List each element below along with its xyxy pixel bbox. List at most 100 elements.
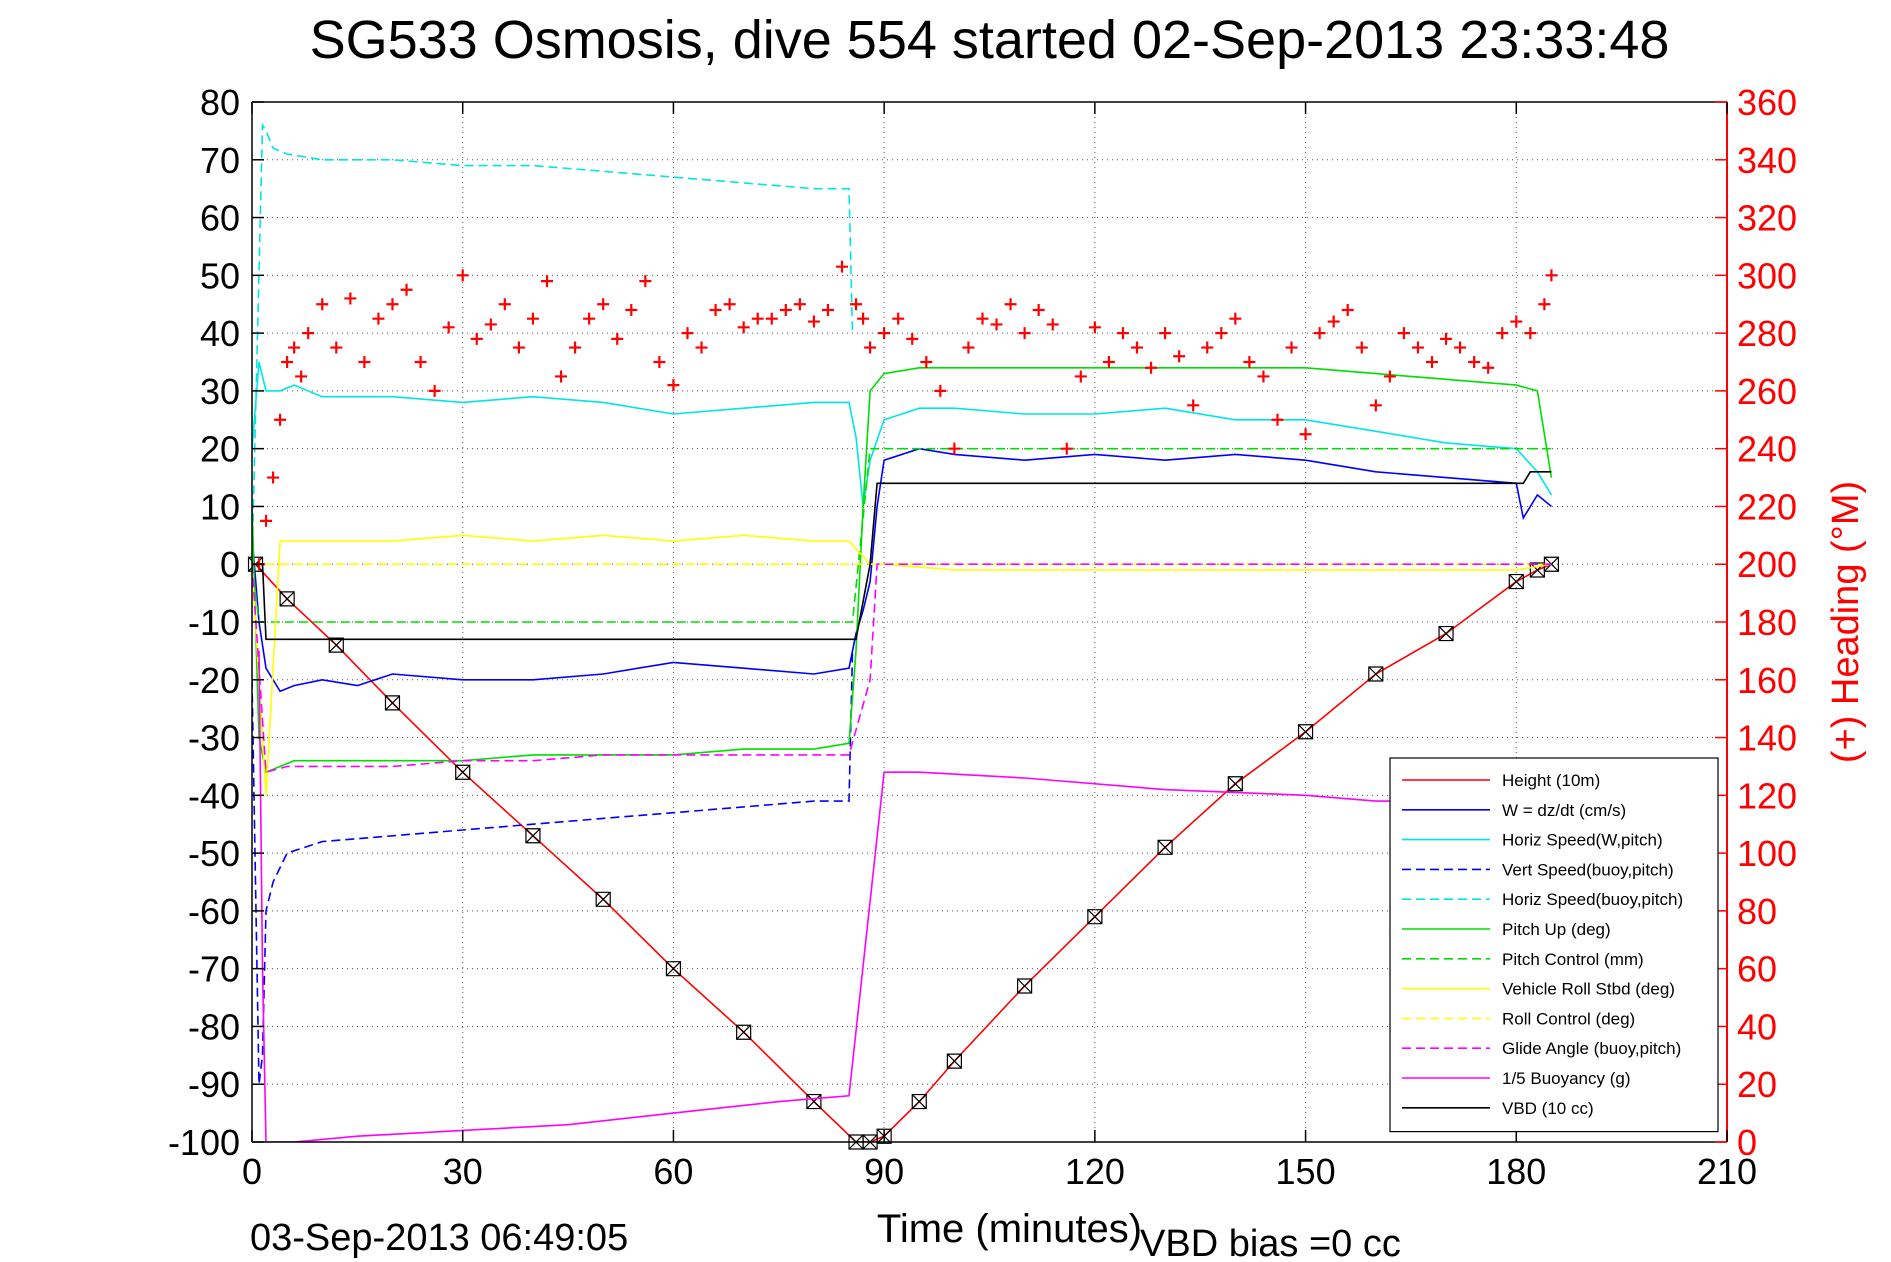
y2-tick-label: 240 bbox=[1737, 429, 1797, 470]
legend-entry: Horiz Speed(buoy,pitch) bbox=[1502, 890, 1683, 909]
heading-point bbox=[667, 379, 680, 392]
y2-tick-label: 160 bbox=[1737, 660, 1797, 701]
heading-point bbox=[1159, 327, 1172, 340]
heading-point bbox=[821, 304, 834, 316]
heading-point bbox=[512, 341, 525, 354]
y2-tick-label: 180 bbox=[1737, 602, 1797, 643]
x-tick-label: 120 bbox=[1065, 1151, 1125, 1192]
y2-tick-label: 220 bbox=[1737, 486, 1797, 527]
heading-point bbox=[765, 312, 778, 325]
heading-point bbox=[920, 356, 933, 368]
y-tick-label: 10 bbox=[200, 486, 240, 527]
heading-point bbox=[864, 341, 877, 354]
x-tick-label: 150 bbox=[1276, 1151, 1336, 1192]
series-horiz-speed-buoy-pitch bbox=[252, 122, 854, 565]
y-tick-label: -10 bbox=[188, 602, 240, 643]
heading-point bbox=[358, 356, 371, 368]
height-marker bbox=[279, 591, 295, 607]
heading-point bbox=[836, 260, 848, 273]
series-vehicle-roll-stbd-deg bbox=[252, 534, 1552, 796]
heading-point bbox=[1018, 327, 1031, 340]
x-tick-label: 30 bbox=[443, 1151, 483, 1192]
heading-point bbox=[1510, 315, 1523, 328]
heading-point bbox=[1341, 304, 1354, 316]
series-w-dz-dt-cm-s bbox=[252, 447, 1552, 693]
legend-entry: W = dz/dt (cm/s) bbox=[1502, 801, 1626, 820]
legend-entry: VBD (10 cc) bbox=[1502, 1099, 1594, 1118]
heading-point bbox=[990, 318, 1003, 331]
series-glide-angle-buoy-pitch bbox=[252, 563, 1552, 774]
legend-entry: Horiz Speed(W,pitch) bbox=[1502, 831, 1663, 850]
heading-point bbox=[1299, 428, 1312, 441]
y2-tick-label: 120 bbox=[1737, 775, 1797, 816]
heading-point bbox=[1454, 341, 1467, 354]
height-marker bbox=[911, 1093, 927, 1110]
heading-point bbox=[1243, 356, 1256, 368]
y-tick-label: -50 bbox=[188, 833, 240, 874]
heading-point bbox=[1271, 413, 1284, 426]
height-marker bbox=[1087, 909, 1103, 925]
heading-point bbox=[414, 356, 427, 368]
y2-tick-label: 320 bbox=[1737, 198, 1797, 239]
vbd-bias-label: VBD bias =0 cc bbox=[1140, 1223, 1401, 1262]
height-marker bbox=[946, 1053, 962, 1069]
heading-point bbox=[1411, 341, 1424, 354]
heading-point bbox=[555, 370, 568, 383]
y-tick-label: 0 bbox=[220, 544, 240, 585]
heading-point bbox=[1201, 341, 1214, 354]
heading-point bbox=[1257, 370, 1270, 383]
end-time-label: 03-Sep-2013 06:49:05 bbox=[250, 1217, 628, 1259]
heading-point bbox=[442, 321, 455, 334]
heading-point bbox=[569, 341, 582, 354]
heading-point bbox=[386, 298, 399, 311]
series-pitch-up-deg bbox=[252, 367, 1553, 774]
heading-point bbox=[723, 298, 736, 311]
heading-point bbox=[1426, 356, 1438, 368]
y-tick-label: -60 bbox=[188, 891, 240, 932]
heading-point bbox=[1060, 442, 1073, 455]
series-pitch-control-mm bbox=[252, 447, 1552, 623]
heading-point bbox=[709, 304, 722, 316]
heading-point bbox=[857, 312, 870, 325]
heading-point bbox=[906, 332, 919, 345]
heading-point bbox=[1496, 327, 1509, 340]
heading-point bbox=[541, 275, 553, 288]
height-marker bbox=[806, 1093, 822, 1110]
heading-point bbox=[484, 318, 497, 331]
y2-tick-label: 20 bbox=[1737, 1064, 1777, 1105]
heading-point bbox=[1116, 327, 1129, 340]
heading-point bbox=[260, 514, 273, 527]
heading-point bbox=[695, 341, 708, 354]
heading-point bbox=[597, 298, 610, 311]
y2-tick-label: 100 bbox=[1737, 833, 1797, 874]
heading-point bbox=[1173, 350, 1186, 363]
legend-entry: 1/5 Buoyancy (g) bbox=[1502, 1069, 1631, 1088]
heading-point bbox=[1482, 361, 1495, 374]
heading-point bbox=[1397, 327, 1410, 340]
y2-tick-label: 200 bbox=[1737, 544, 1797, 585]
y-tick-label: 80 bbox=[200, 82, 240, 123]
legend: Height (10m) W = dz/dt (cm/s) Horiz Speed(… bbox=[1389, 757, 1719, 1133]
height-marker bbox=[1508, 573, 1524, 590]
heading-point bbox=[274, 413, 287, 426]
heading-point bbox=[976, 312, 989, 325]
heading-point bbox=[850, 298, 863, 311]
x-tick-label: 60 bbox=[653, 1151, 693, 1192]
heading-point bbox=[793, 298, 806, 311]
legend-entry: Vert Speed(buoy,pitch) bbox=[1502, 860, 1674, 879]
legend-entry: Roll Control (deg) bbox=[1502, 1009, 1635, 1028]
heading-point bbox=[302, 327, 315, 340]
y2-tick-label: 340 bbox=[1737, 140, 1797, 181]
series-layer bbox=[247, 122, 1559, 1150]
heading-point bbox=[878, 327, 891, 340]
heading-point bbox=[1369, 399, 1382, 412]
heading-point bbox=[1383, 370, 1396, 383]
y2-tick-label: 140 bbox=[1737, 718, 1797, 759]
y-tick-label: 40 bbox=[200, 313, 240, 354]
x-tick-label: 210 bbox=[1697, 1151, 1757, 1192]
heading-point bbox=[316, 298, 329, 311]
heading-point bbox=[1088, 321, 1101, 334]
height-marker bbox=[1017, 978, 1033, 994]
y-tick-label: 30 bbox=[200, 371, 240, 412]
